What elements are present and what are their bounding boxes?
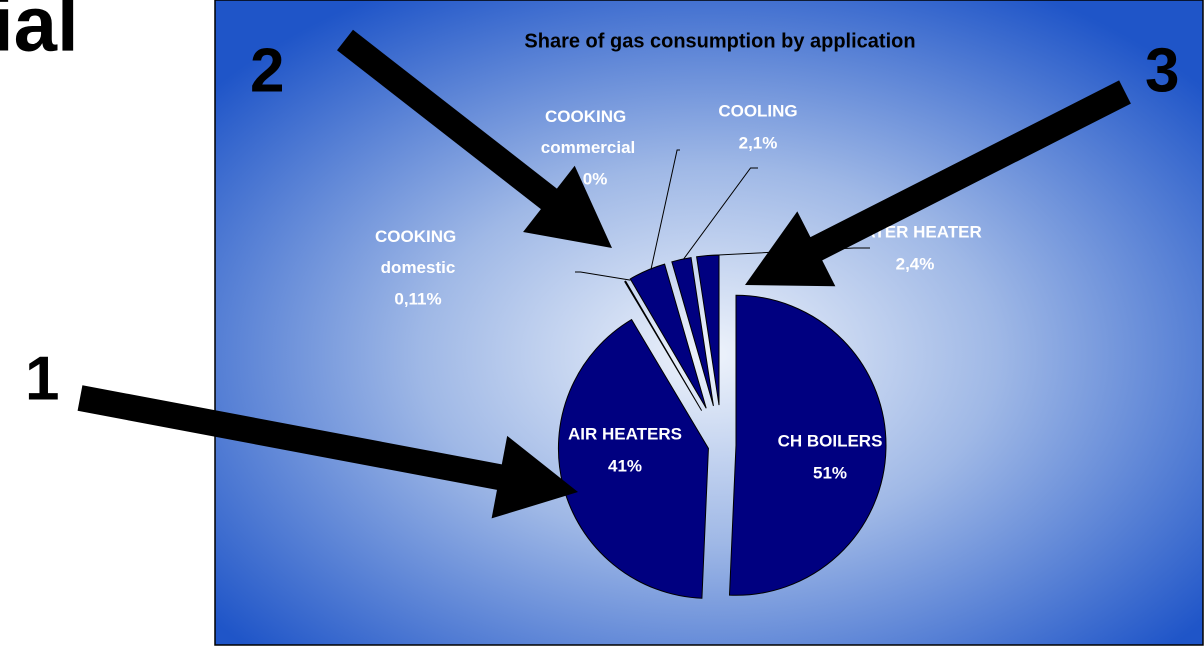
arrow — [77, 385, 579, 519]
value-label: 0,11% — [394, 289, 441, 308]
value-label: 41% — [608, 456, 642, 475]
value-label: 51% — [813, 463, 847, 482]
callout-number: 1 — [25, 344, 59, 413]
category-label: CH BOILERS — [778, 431, 883, 450]
leader-line — [683, 167, 758, 260]
slide-title: ial — [0, 0, 79, 68]
pie-slice — [629, 263, 707, 409]
arrows — [77, 29, 1131, 519]
category-label: COOLING — [718, 101, 797, 120]
pie-labels: CH BOILERS 51% AIR HEATERS 41% COOKING domes… — [375, 101, 982, 482]
category-label: COOKING commercial — [541, 107, 636, 157]
arrow — [745, 80, 1131, 287]
pie-slice — [671, 257, 714, 407]
pie-slice — [624, 280, 703, 411]
value-label: 2,1% — [739, 133, 778, 152]
label-line: COOKING — [545, 107, 631, 126]
label-line: domestic — [381, 258, 456, 277]
label-line: commercial — [541, 138, 636, 157]
arrow — [337, 29, 612, 248]
leader-line — [575, 271, 631, 281]
value-label: 2,4% — [896, 254, 935, 273]
chart-title: Share of gas consumption by application — [524, 30, 915, 52]
category-label: AIR HEATERS — [568, 424, 682, 443]
leader-line — [708, 247, 870, 257]
callout-number: 2 — [250, 36, 284, 105]
leader-line — [650, 149, 680, 270]
category-label: COOKING domestic — [375, 227, 461, 277]
pie — [557, 254, 887, 599]
label-line: COOKING — [375, 227, 461, 246]
callout-number: 3 — [1145, 36, 1179, 105]
pie-slice — [728, 294, 887, 596]
